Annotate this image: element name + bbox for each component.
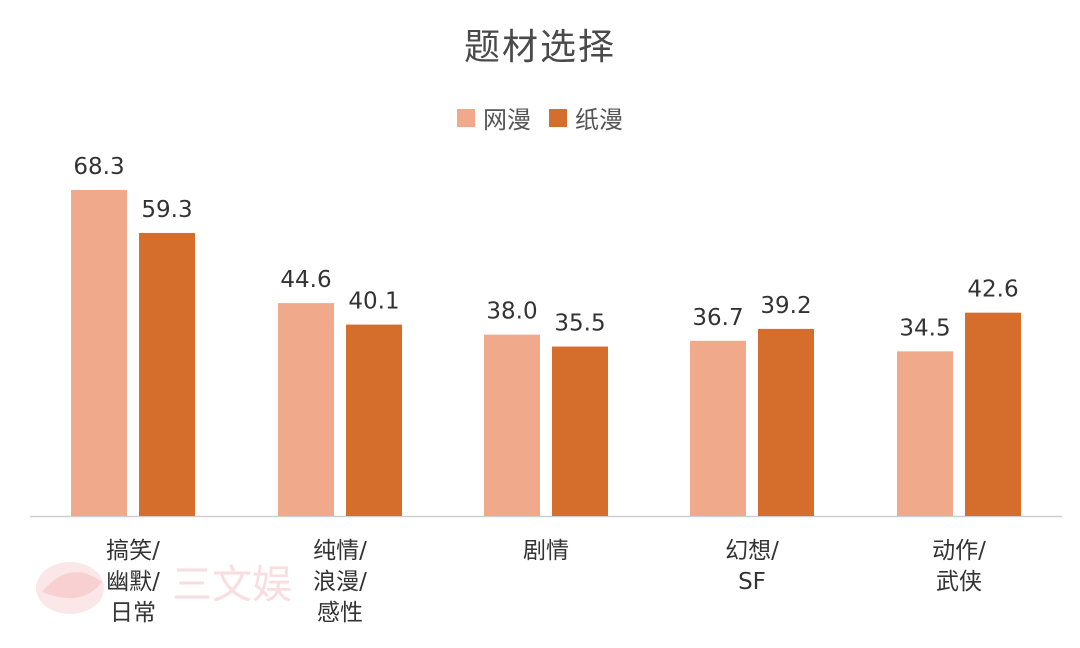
- bar-series-1-cat-1: [346, 324, 402, 516]
- data-label-series-0-cat-2: 38.0: [486, 299, 537, 325]
- legend-label-series-1: 纸漫: [575, 106, 623, 134]
- category-label-0-line-0: 搞笑/: [106, 538, 160, 564]
- legend: 网漫 纸漫: [0, 100, 1080, 135]
- category-label-1-line-1: 浪漫/: [313, 569, 367, 595]
- bar-series-1-cat-3: [758, 328, 814, 516]
- bar-series-0-cat-4: [897, 351, 953, 516]
- category-label-4-line-1: 武侠: [936, 569, 982, 595]
- data-label-series-1-cat-1: 40.1: [348, 289, 399, 315]
- bar-series-1-cat-4: [965, 312, 1021, 516]
- category-label-4-line-0: 动作/: [932, 538, 986, 564]
- legend-swatch-series-1: [549, 108, 567, 127]
- category-label-3-line-0: 幻想/: [725, 538, 779, 564]
- legend-label-series-0: 网漫: [483, 106, 531, 134]
- data-label-series-0-cat-0: 68.3: [73, 154, 124, 180]
- bar-series-1-cat-2: [552, 346, 608, 516]
- category-label-1-line-2: 感性: [317, 600, 363, 626]
- category-label-1-line-0: 纯情/: [313, 538, 367, 564]
- chart-title: 题材选择: [463, 27, 616, 68]
- category-label-0-line-2: 日常: [110, 600, 156, 626]
- category-label-2-line-0: 剧情: [523, 538, 569, 564]
- data-label-series-1-cat-4: 42.6: [967, 277, 1018, 303]
- data-label-series-0-cat-4: 34.5: [899, 315, 950, 341]
- data-label-series-1-cat-0: 59.3: [141, 197, 192, 223]
- data-label-series-1-cat-3: 39.2: [760, 293, 811, 319]
- bar-series-0-cat-0: [71, 190, 127, 516]
- legend-item-series-1: 纸漫: [549, 100, 623, 135]
- data-label-series-0-cat-3: 36.7: [692, 305, 743, 331]
- data-label-series-1-cat-2: 35.5: [554, 311, 605, 337]
- category-label-3-line-1: SF: [738, 569, 766, 595]
- bar-series-0-cat-2: [484, 334, 540, 516]
- legend-item-series-0: 网漫: [457, 100, 531, 135]
- category-label-0-line-1: 幽默/: [106, 569, 160, 595]
- bar-series-1-cat-0: [139, 232, 195, 517]
- bar-series-0-cat-1: [278, 303, 334, 516]
- bar-series-0-cat-3: [690, 340, 746, 516]
- legend-swatch-series-0: [457, 108, 475, 127]
- data-label-series-0-cat-1: 44.6: [280, 267, 331, 293]
